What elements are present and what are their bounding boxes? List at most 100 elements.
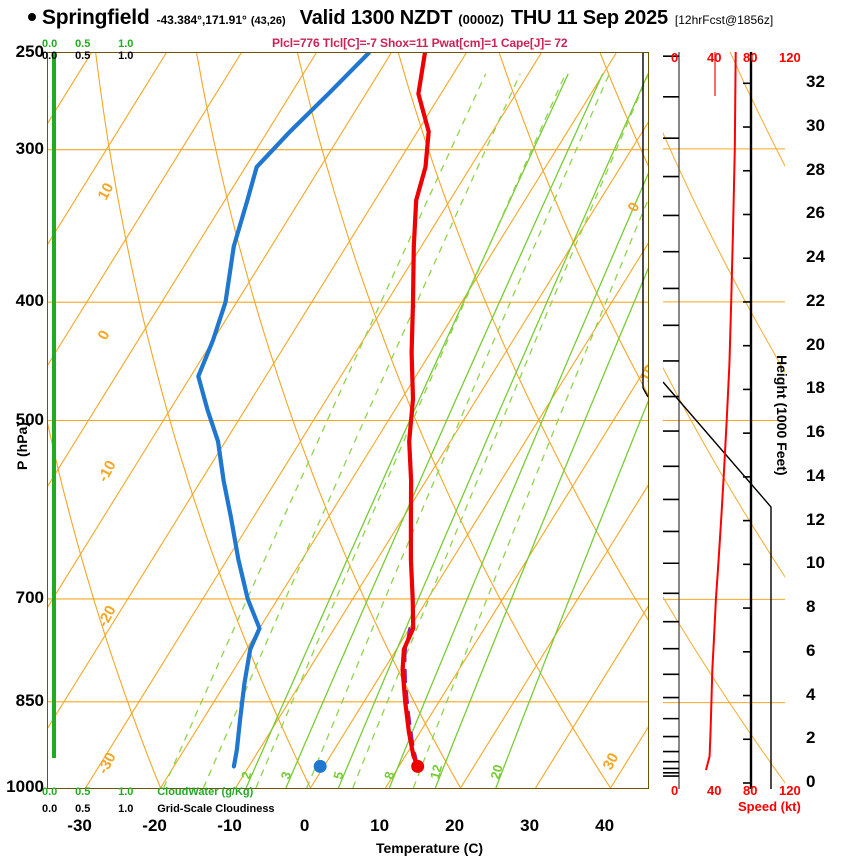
temperature-tick-label: -20 bbox=[142, 816, 167, 835]
speed-axis-title: Speed (kt) bbox=[738, 799, 801, 814]
mixing-ratio-label: 12 bbox=[427, 763, 445, 781]
isotherm-label: -10 bbox=[95, 458, 120, 485]
mixing-ratio-line bbox=[337, 73, 648, 788]
height-tick-label: 4 bbox=[806, 684, 816, 704]
wind-speed-profile bbox=[705, 52, 737, 771]
isotherm-line bbox=[48, 53, 467, 729]
cloudwater-scale-bottom: 0.0 0.5 1.0 CloudWater (g/Kg) bbox=[42, 786, 253, 798]
height-tick-label: 24 bbox=[806, 247, 825, 267]
cloudiness-tick-b2: 1.0 bbox=[118, 803, 134, 815]
isotherm-label: -30 bbox=[95, 750, 120, 777]
temperature-axis-title: Temperature (C) bbox=[376, 840, 484, 856]
temperature-tick-label: -30 bbox=[67, 816, 92, 835]
wind-panel bbox=[663, 52, 785, 789]
cloudiness-scale-top: 0.0 0.5 1.0 bbox=[42, 50, 133, 62]
speed-tick-label-top: 120 bbox=[779, 50, 801, 65]
cloudiness-tick-b0: 0.0 bbox=[42, 803, 58, 815]
isotherm-line bbox=[48, 53, 242, 366]
isotherm-label: -20 bbox=[95, 603, 120, 630]
wind-barb bbox=[663, 775, 679, 777]
height-tick-label: 2 bbox=[806, 728, 816, 748]
height-tick-label: 16 bbox=[806, 422, 825, 442]
isotherm-label-right: 0 bbox=[625, 200, 644, 215]
height-tick-label: 28 bbox=[806, 159, 825, 179]
cloudiness-tick-0: 0.0 bbox=[42, 50, 58, 62]
valid-time: Valid 1300 NZDT bbox=[299, 7, 453, 29]
wind-barb bbox=[663, 717, 679, 720]
mixing-ratio-line bbox=[495, 400, 648, 788]
height-tick-label: 14 bbox=[806, 465, 825, 485]
speed-tick-label-top: 40 bbox=[707, 50, 722, 65]
wind-barb bbox=[663, 772, 679, 774]
forecast-tag: [12hrFcst@1856z] bbox=[674, 13, 774, 27]
wind-barb bbox=[663, 96, 679, 98]
isotherm-line bbox=[310, 242, 648, 788]
wind-barb bbox=[663, 214, 679, 217]
wind-panel-adiabat bbox=[663, 131, 785, 374]
pressure-tick-label: 400 bbox=[15, 291, 44, 311]
saturated-adiabat-line bbox=[255, 73, 567, 788]
wind-barb bbox=[663, 767, 679, 770]
isotherm-line bbox=[160, 53, 617, 788]
speed-tick-label-top: 0 bbox=[671, 50, 679, 65]
wind-barb bbox=[663, 395, 679, 398]
height-tick-label: 30 bbox=[806, 116, 825, 136]
saturated-adiabat-line bbox=[163, 73, 487, 788]
temperature-tick-label: -10 bbox=[217, 816, 242, 835]
saturated-adiabat-line bbox=[412, 198, 648, 788]
pressure-tick-label: 300 bbox=[15, 138, 44, 158]
dry-adiabat-line bbox=[196, 53, 461, 788]
isotherm-line bbox=[48, 53, 167, 245]
saturated-adiabat-line bbox=[306, 73, 610, 788]
speed-tick-label-bottom: 0 bbox=[671, 783, 679, 798]
cloudwater-tick-1: 0.5 bbox=[75, 38, 91, 50]
isotherm-line bbox=[48, 53, 317, 487]
mixing-ratio-label: 5 bbox=[330, 770, 346, 781]
height-tick-label: 0 bbox=[806, 772, 816, 791]
dry-adiabat-line bbox=[397, 53, 648, 621]
temperature-tick-label: 10 bbox=[370, 816, 390, 835]
header: Springfield -43.384°,171.91° (43,26) Val… bbox=[0, 6, 850, 32]
dewpoint-profile bbox=[196, 53, 371, 769]
valid-time-utc: (0000Z) bbox=[458, 12, 504, 27]
wind-barb bbox=[663, 137, 679, 139]
wind-barb bbox=[663, 430, 679, 432]
dry-adiabat-line bbox=[296, 53, 611, 788]
height-tick-label: 18 bbox=[806, 378, 825, 398]
cloudwater-tick-b0: 0.0 bbox=[42, 786, 58, 798]
cloudiness-tick-1: 0.5 bbox=[75, 50, 91, 62]
cloudwater-tick-b2: 1.0 bbox=[118, 786, 134, 798]
isotherm-line bbox=[85, 53, 542, 788]
pressure-tick-label: 500 bbox=[15, 409, 44, 429]
speed-tick-label-bottom: 80 bbox=[743, 783, 758, 798]
wind-barb bbox=[663, 592, 679, 595]
wind-barb bbox=[663, 620, 679, 623]
pressure-tick-label: 850 bbox=[15, 690, 44, 710]
cloudwater-tick-b1: 0.5 bbox=[75, 786, 91, 798]
wind-barb bbox=[663, 760, 679, 763]
surface-temperature-marker bbox=[411, 759, 425, 773]
wind-barb bbox=[663, 750, 679, 753]
height-tick-label: 32 bbox=[806, 72, 825, 92]
temperature-tick-label: 40 bbox=[595, 816, 615, 835]
wind-canvas bbox=[663, 52, 785, 789]
valid-date: THU 11 Sep 2025 bbox=[510, 7, 668, 29]
temperature-profile bbox=[400, 53, 431, 769]
temperature-tick-label: 20 bbox=[445, 816, 465, 835]
station-coordinates: -43.384°,171.91° bbox=[156, 13, 247, 27]
dry-adiabat-line bbox=[498, 53, 648, 396]
mixing-ratio-label: 2 bbox=[238, 770, 254, 781]
wind-barb bbox=[663, 250, 679, 253]
pressure-tick-label: 1000 bbox=[6, 777, 44, 796]
wind-barb bbox=[663, 735, 679, 738]
height-tick-label: 6 bbox=[806, 640, 816, 660]
mixing-ratio-line bbox=[285, 73, 604, 788]
saturated-adiabat-line bbox=[352, 73, 648, 788]
cloudiness-tick-b1: 0.5 bbox=[75, 803, 91, 815]
wind-barb bbox=[663, 530, 679, 533]
pressure-tick-label: 700 bbox=[15, 587, 44, 607]
station-gridpoint: (43,26) bbox=[250, 15, 286, 27]
cloudwater-tick-2: 1.0 bbox=[118, 38, 134, 50]
mixing-ratio-line bbox=[434, 267, 648, 788]
